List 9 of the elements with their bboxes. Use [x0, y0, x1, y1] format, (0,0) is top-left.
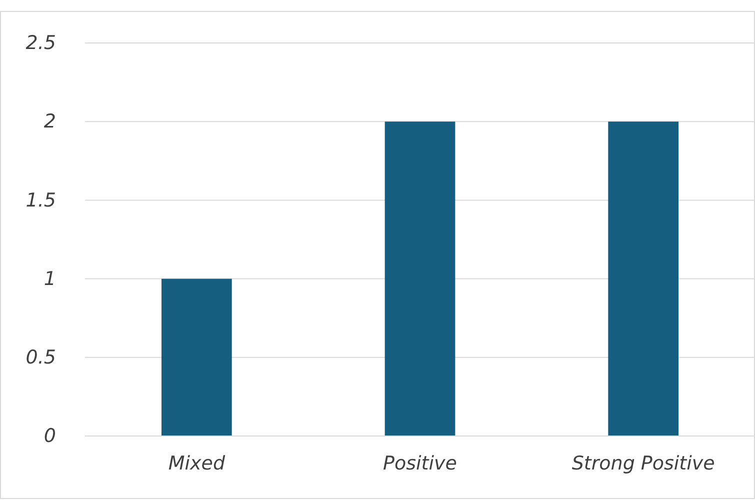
y-tick-label: 1.5 [26, 189, 56, 212]
y-tick-label: 0 [44, 425, 56, 448]
y-tick-label: 1 [44, 268, 56, 290]
y-tick-label: 0.5 [26, 346, 56, 368]
y-tick-label: 2 [44, 110, 56, 133]
y-tick-label: 2.5 [26, 32, 56, 54]
x-tick-label: Positive [383, 452, 457, 474]
x-tick-label: Mixed [168, 452, 226, 474]
x-tick-label: Strong Positive [572, 452, 715, 474]
